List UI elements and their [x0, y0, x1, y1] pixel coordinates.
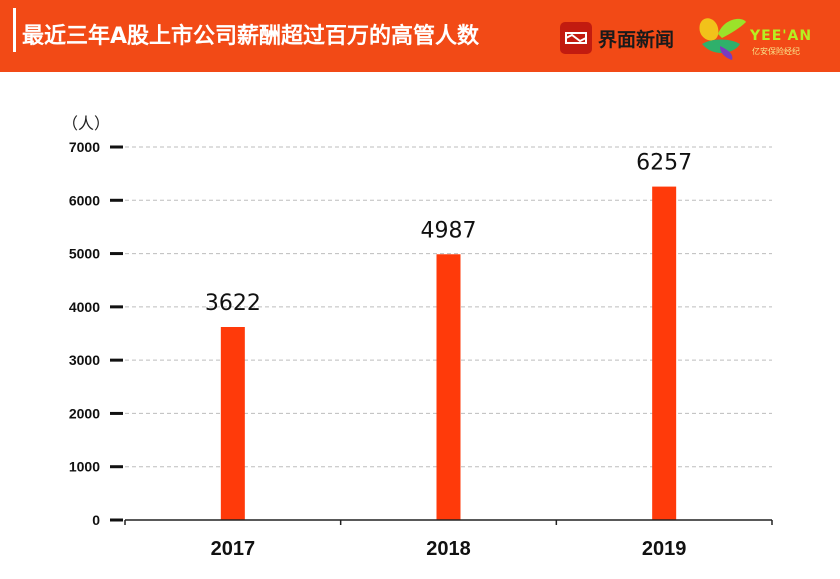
- header-bar: 最近三年A股上市公司薪酬超过百万的高管人数 界面新闻 YEE'AN 亿安保险经纪: [0, 0, 840, 72]
- jiemian-logo-text: 界面新闻: [598, 28, 675, 51]
- bar-2017: [220, 326, 245, 520]
- yeean-logo: YEE'AN 亿安保险经纪: [694, 14, 834, 64]
- bar-chart: （人） 0 1000 2000 3000 4000 5000 6000 7000 3622 49…: [62, 114, 773, 560]
- y-tick-label: 4000: [69, 299, 100, 315]
- y-tick-label: 3000: [69, 352, 100, 368]
- y-tick-label: 7000: [69, 139, 100, 155]
- jiemian-logo-icon: [560, 22, 592, 54]
- y-tick-label: 2000: [69, 405, 100, 421]
- bar-2019: [652, 186, 677, 520]
- data-label-2017: 3622: [205, 291, 261, 316]
- y-tick-label: 5000: [69, 246, 100, 262]
- page-title: 最近三年A股上市公司薪酬超过百万的高管人数: [22, 24, 480, 49]
- x-axis-ticks: 2017 2018 2019: [124, 520, 773, 560]
- yeean-logo-name: YEE'AN: [750, 28, 813, 44]
- title-accent-rule: [13, 8, 16, 52]
- y-tick-label: 1000: [69, 459, 100, 475]
- bar-2018: [436, 254, 461, 520]
- x-tick-label: 2018: [426, 538, 471, 560]
- y-axis-unit-label: （人）: [62, 114, 110, 133]
- data-label-2018: 4987: [421, 218, 477, 243]
- yeean-logo-subtitle: 亿安保险经纪: [752, 47, 800, 56]
- y-tick-label: 6000: [69, 192, 100, 208]
- bars: [220, 186, 677, 520]
- jiemian-logo: 界面新闻: [560, 22, 674, 54]
- x-tick-label: 2019: [642, 538, 687, 560]
- yeean-logo-icon: [699, 18, 746, 60]
- x-tick-label: 2017: [211, 538, 256, 560]
- data-label-2019: 6257: [636, 151, 692, 176]
- y-axis-ticks: 0 1000 2000 3000 4000 5000 6000 7000: [69, 139, 123, 528]
- data-labels: 3622 4987 6257: [205, 151, 692, 316]
- y-tick-label: 0: [92, 512, 100, 528]
